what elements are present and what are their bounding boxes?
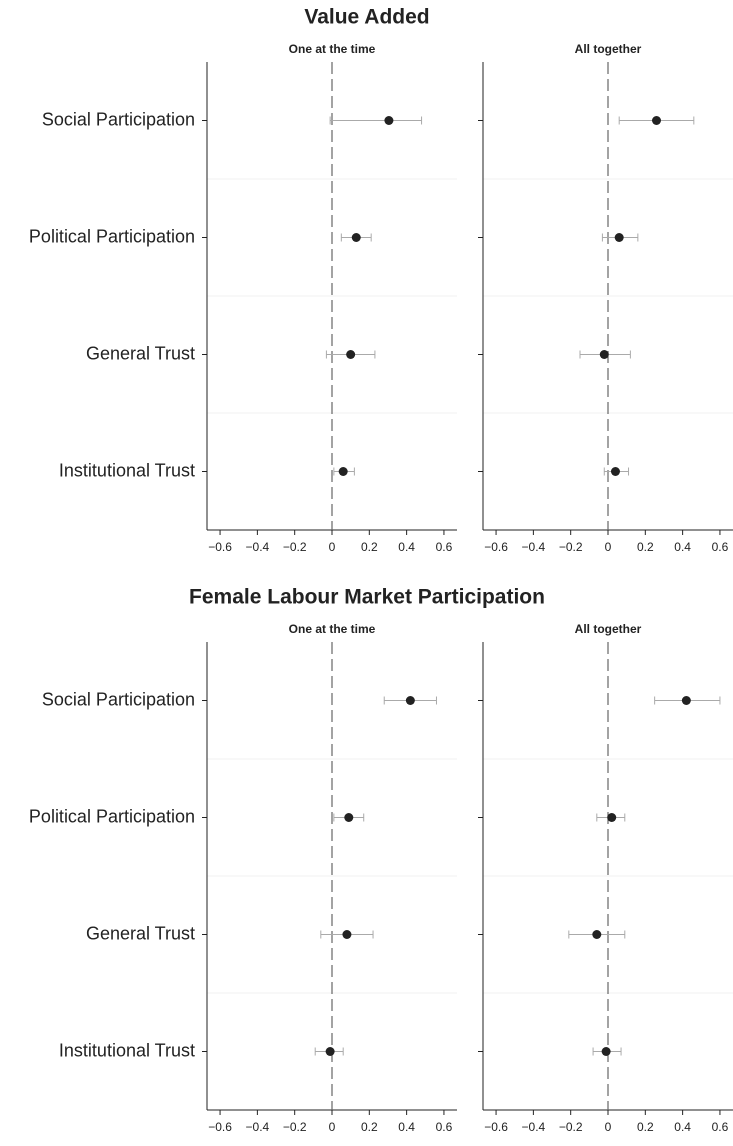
panel-title: One at the time: [289, 42, 376, 56]
point: [599, 350, 609, 359]
point: [607, 813, 617, 822]
point: [681, 696, 691, 705]
chart-title: Value Added: [304, 6, 429, 29]
x-tick-label: 0.6: [436, 540, 453, 554]
x-tick-label: 0.4: [674, 540, 691, 554]
point: [405, 696, 415, 705]
x-tick-label: 0.4: [398, 540, 415, 554]
x-tick-label: 0.6: [712, 540, 729, 554]
x-tick-label: 0.6: [712, 1120, 729, 1134]
point: [342, 930, 352, 939]
x-tick-label: −0.2: [283, 1120, 307, 1134]
point: [346, 350, 356, 359]
category-label: General Trust: [86, 923, 195, 943]
point: [338, 467, 348, 476]
x-tick-label: −0.6: [208, 1120, 232, 1134]
x-tick-label: 0.2: [361, 540, 378, 554]
x-tick-label: −0.6: [484, 540, 508, 554]
x-tick-label: 0: [329, 1120, 336, 1134]
x-tick-label: 0: [605, 1120, 612, 1134]
point: [351, 233, 361, 242]
chart-title: Female Labour Market Participation: [189, 586, 545, 609]
category-label: Political Participation: [29, 806, 195, 826]
category-label: Social Participation: [42, 109, 195, 129]
x-tick-label: 0.4: [674, 1120, 691, 1134]
point: [344, 813, 354, 822]
panel-title: All together: [575, 42, 642, 56]
x-tick-label: −0.4: [522, 540, 546, 554]
category-label: Institutional Trust: [59, 460, 195, 480]
category-label: Institutional Trust: [59, 1040, 195, 1060]
x-tick-label: −0.4: [522, 1120, 546, 1134]
category-label: General Trust: [86, 343, 195, 363]
point: [614, 233, 624, 242]
x-tick-label: 0.4: [398, 1120, 415, 1134]
x-tick-label: 0.6: [436, 1120, 453, 1134]
category-label: Social Participation: [42, 689, 195, 709]
point: [592, 930, 602, 939]
x-tick-label: −0.6: [484, 1120, 508, 1134]
x-tick-label: 0: [605, 540, 612, 554]
point: [601, 1047, 611, 1056]
x-tick-label: −0.4: [246, 1120, 270, 1134]
point: [325, 1047, 335, 1056]
x-tick-label: 0.2: [637, 1120, 654, 1134]
panel-title: All together: [575, 622, 642, 636]
point: [384, 116, 394, 125]
x-tick-label: −0.6: [208, 540, 232, 554]
panel-title: One at the time: [289, 622, 376, 636]
x-tick-label: 0: [329, 540, 336, 554]
x-tick-label: 0.2: [637, 540, 654, 554]
x-tick-label: −0.2: [559, 1120, 583, 1134]
x-tick-label: 0.2: [361, 1120, 378, 1134]
x-tick-label: −0.4: [246, 540, 270, 554]
x-tick-label: −0.2: [283, 540, 307, 554]
category-label: Political Participation: [29, 226, 195, 246]
point: [652, 116, 662, 125]
x-tick-label: −0.2: [559, 540, 583, 554]
point: [610, 467, 620, 476]
